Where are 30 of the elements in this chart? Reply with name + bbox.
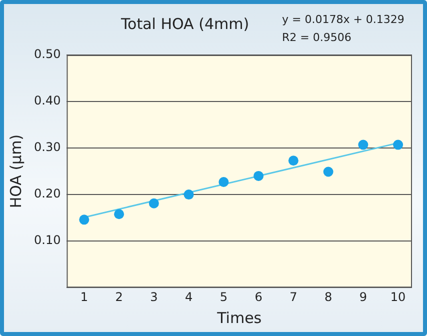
point (288, 156, 298, 166)
point (393, 140, 404, 150)
y-tick-label: 0.20 (34, 186, 61, 201)
y-tick-label: 0.30 (34, 140, 61, 154)
point (254, 170, 264, 181)
x-tick-label: 2 (115, 290, 123, 304)
y-tick-label: 0.40 (34, 94, 61, 108)
point (184, 190, 194, 200)
text: y = 0.0178x + 0.1329 (282, 12, 404, 26)
text: R2 = 0.9506 (282, 30, 352, 44)
point (323, 166, 334, 177)
x-tick-label: 4 (184, 290, 193, 304)
point (79, 214, 90, 225)
x-tick-label: 10 (390, 290, 406, 304)
x-tick-label: 3 (150, 290, 158, 304)
x-axis-title: Times (216, 308, 262, 327)
x-tick-label: 6 (254, 290, 262, 304)
y-tick-label: 0.50 (34, 47, 61, 62)
x-tick-label: 5 (220, 290, 228, 304)
x-tick-label: 1 (80, 290, 88, 304)
y-axis-title: HOA (µm) (6, 134, 25, 208)
x-tick-label: 7 (290, 290, 298, 304)
point (148, 198, 159, 208)
x-tick-label: 8 (324, 290, 332, 304)
chart-title: Total HOA (4mm) (120, 14, 250, 33)
point (114, 209, 124, 220)
x-tick-label: 9 (359, 290, 367, 304)
point (218, 177, 229, 187)
point (358, 140, 368, 150)
y-tick-label: 0.10 (34, 233, 61, 248)
